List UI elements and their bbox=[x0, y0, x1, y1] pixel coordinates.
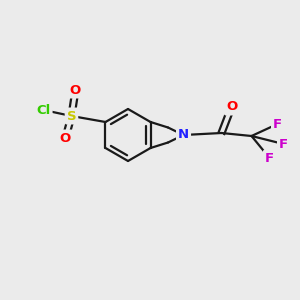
Text: O: O bbox=[70, 83, 81, 97]
Text: F: F bbox=[279, 137, 288, 151]
Text: O: O bbox=[60, 131, 71, 145]
Text: S: S bbox=[67, 110, 76, 122]
Text: O: O bbox=[226, 100, 237, 113]
Text: F: F bbox=[273, 118, 282, 130]
Text: F: F bbox=[265, 152, 274, 164]
Text: Cl: Cl bbox=[36, 103, 51, 116]
Text: N: N bbox=[178, 128, 189, 142]
